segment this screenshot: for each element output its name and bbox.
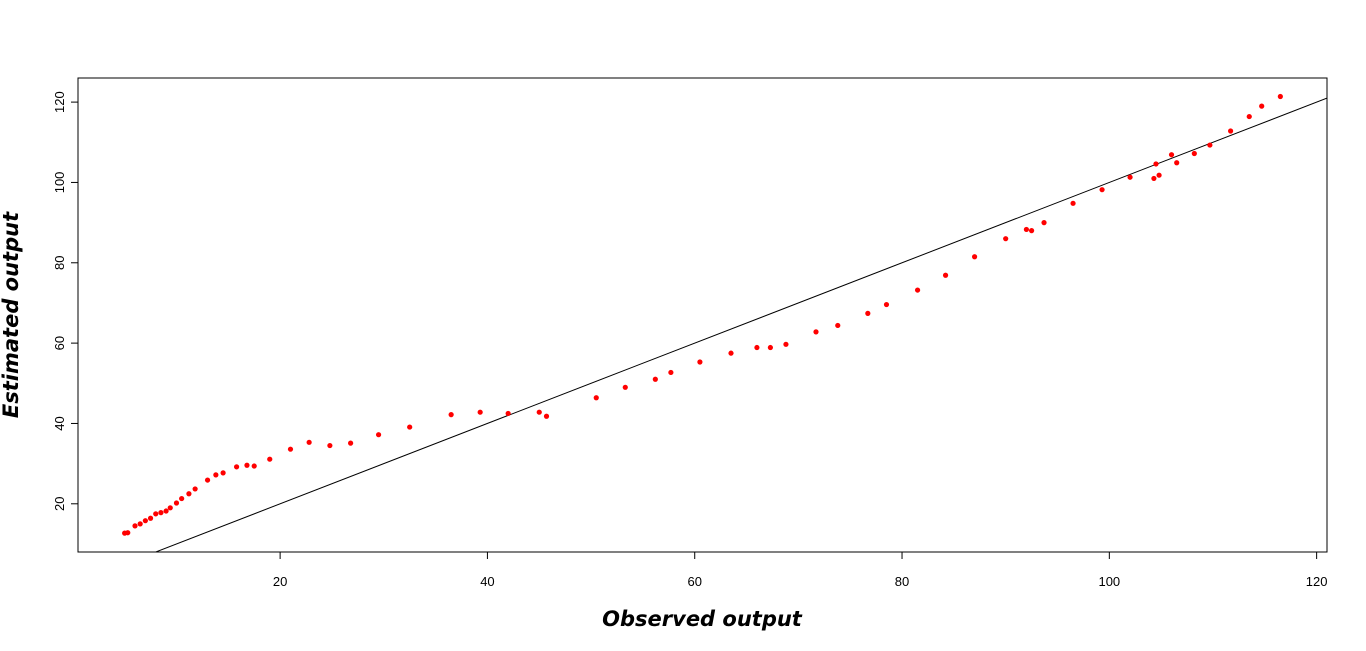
data-point	[287, 446, 294, 452]
data-point	[971, 254, 978, 260]
data-point	[1228, 128, 1234, 134]
data-point	[1099, 187, 1105, 193]
data-point	[448, 412, 454, 418]
data-point	[306, 439, 312, 445]
data-point	[1259, 103, 1265, 109]
x-tick-label: 120	[1306, 574, 1328, 589]
data-point	[1151, 175, 1157, 182]
y-tick-label: 80	[52, 256, 67, 270]
data-point	[505, 410, 511, 417]
y-tick-label: 40	[52, 416, 67, 430]
x-tick-label: 60	[687, 574, 701, 589]
data-point	[883, 301, 890, 308]
data-point	[1191, 150, 1197, 157]
y-axis-title: Estimated output	[0, 211, 23, 418]
plot-frame	[77, 77, 1328, 553]
x-tick-label: 20	[273, 574, 287, 589]
data-point	[593, 395, 599, 401]
y-tick-label: 100	[52, 172, 67, 194]
data-point	[622, 384, 628, 390]
data-point	[153, 511, 159, 517]
data-point	[813, 329, 819, 335]
data-point	[668, 369, 674, 376]
data-point	[1174, 160, 1180, 166]
data-point	[348, 440, 354, 446]
data-point	[1023, 226, 1030, 233]
data-point	[1070, 200, 1076, 206]
data-point	[186, 491, 192, 497]
data-point	[754, 344, 760, 351]
data-point	[173, 500, 180, 506]
data-point	[137, 521, 143, 527]
data-point	[767, 344, 773, 351]
data-point	[1246, 113, 1252, 120]
data-point	[783, 341, 789, 347]
data-point	[244, 462, 250, 468]
data-point	[220, 470, 226, 476]
data-point	[267, 456, 273, 462]
data-point	[407, 424, 413, 430]
data-point	[697, 359, 703, 365]
data-point	[477, 409, 483, 415]
reference-line	[154, 97, 1327, 552]
data-point	[914, 287, 921, 293]
data-point	[158, 510, 164, 516]
data-point	[1153, 161, 1159, 167]
data-point	[1028, 228, 1035, 234]
data-point	[1127, 174, 1133, 180]
data-point	[204, 477, 211, 483]
data-point	[865, 310, 871, 316]
data-point	[1277, 93, 1283, 100]
data-point	[536, 409, 542, 415]
x-tick-label: 100	[1098, 574, 1120, 589]
x-tick-label: 80	[895, 574, 909, 589]
data-point	[327, 442, 333, 449]
data-point	[1207, 142, 1213, 148]
data-point	[125, 530, 131, 536]
x-tick-label: 40	[480, 574, 494, 589]
data-point	[167, 505, 173, 511]
data-point	[375, 432, 382, 438]
y-tick-label: 60	[52, 336, 67, 350]
y-tick-label: 20	[52, 497, 67, 511]
data-point	[1156, 172, 1162, 178]
data-point	[835, 322, 841, 329]
data-point	[163, 508, 169, 514]
data-point	[1168, 152, 1175, 158]
data-point	[1003, 236, 1009, 242]
data-point	[728, 350, 734, 356]
data-point	[652, 376, 658, 382]
data-point	[543, 413, 550, 419]
data-point	[132, 523, 138, 529]
data-point	[192, 486, 198, 492]
x-axis-title: Observed output	[602, 607, 803, 631]
data-point	[233, 464, 240, 470]
data-point	[213, 472, 219, 478]
data-point	[1041, 220, 1047, 226]
y-tick-label: 120	[52, 91, 67, 113]
data-point	[147, 515, 154, 521]
data-point	[179, 495, 185, 502]
data-point	[251, 463, 257, 469]
data-point	[942, 272, 949, 278]
data-point	[142, 518, 148, 524]
